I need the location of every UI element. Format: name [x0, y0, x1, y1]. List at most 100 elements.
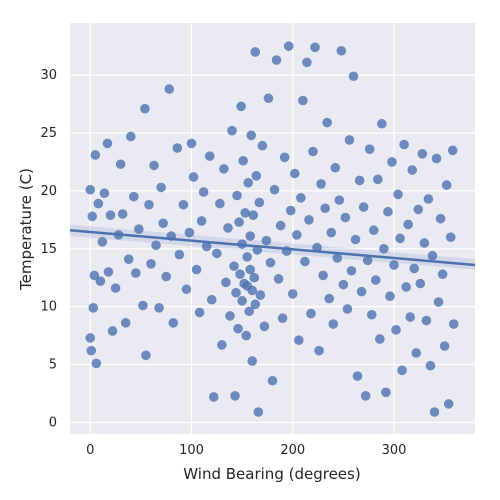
data-point [277, 313, 288, 324]
data-point [255, 290, 266, 300]
data-point [354, 175, 365, 186]
data-point [344, 135, 355, 145]
data-point [409, 263, 420, 274]
data-point [156, 182, 166, 193]
x-tick-label: 200 [280, 443, 305, 458]
data-point [115, 159, 126, 170]
x-tick-label: 100 [179, 443, 204, 458]
data-point [271, 55, 282, 65]
y-tick-label: 10 [40, 300, 57, 315]
data-point [368, 225, 379, 236]
data-point [247, 285, 258, 296]
data-point [90, 150, 101, 160]
data-point [439, 341, 450, 351]
data-point [269, 184, 280, 195]
data-point [332, 253, 343, 263]
data-point [245, 231, 256, 241]
axis-tick-labels: 0 100 200 300 0 5 10 15 20 25 30 [40, 68, 406, 458]
data-point [128, 191, 139, 202]
data-point [134, 224, 144, 234]
data-point [250, 299, 261, 310]
data-point [164, 84, 175, 94]
data-point [85, 333, 96, 343]
data-point [381, 387, 391, 398]
data-point [346, 265, 357, 276]
x-tick-label: 0 [86, 443, 94, 458]
data-point [240, 208, 250, 218]
data-point [401, 282, 411, 292]
data-point [229, 261, 239, 271]
data-point [223, 223, 233, 233]
data-point [99, 188, 110, 198]
data-point [184, 227, 195, 238]
data-point [154, 303, 164, 313]
data-point [230, 390, 240, 401]
data-point [415, 278, 426, 289]
data-point [322, 117, 332, 128]
data-point [236, 101, 246, 112]
data-point [350, 234, 361, 245]
data-point [308, 146, 318, 157]
data-point [161, 271, 171, 282]
data-point [405, 312, 416, 322]
data-point [85, 184, 96, 195]
data-point [196, 216, 207, 226]
data-point [393, 189, 403, 200]
x-tick-label: 300 [382, 443, 407, 458]
data-point [419, 238, 430, 248]
data-point [123, 254, 134, 264]
data-point [433, 297, 444, 307]
data-point [425, 360, 436, 371]
data-point [275, 220, 286, 231]
data-point [328, 319, 339, 329]
data-point [263, 93, 274, 104]
data-point [198, 187, 209, 197]
data-points [85, 41, 459, 417]
data-point [221, 277, 231, 288]
data-point [249, 272, 260, 283]
data-point [242, 252, 252, 262]
y-tick-label: 20 [40, 184, 57, 199]
data-point [387, 157, 397, 167]
data-point [144, 199, 154, 210]
data-point [172, 143, 183, 153]
data-point [448, 319, 459, 329]
data-point [237, 296, 247, 306]
data-point [225, 311, 235, 321]
plot-background [70, 23, 475, 434]
data-point [364, 144, 375, 154]
data-point [340, 212, 351, 223]
data-point [413, 204, 424, 215]
data-point [217, 340, 227, 350]
data-point [362, 255, 373, 266]
data-point [314, 345, 324, 356]
data-point [302, 57, 312, 68]
data-point [292, 230, 302, 240]
data-point [238, 155, 248, 166]
data-point [427, 250, 438, 261]
data-point [447, 145, 458, 156]
data-point [93, 198, 104, 209]
data-point [403, 219, 413, 230]
x-axis-label: Wind Bearing (degrees) [183, 465, 360, 483]
data-point [215, 198, 225, 209]
data-point [445, 232, 456, 242]
data-point [336, 45, 347, 56]
data-point [151, 240, 161, 251]
data-point [296, 193, 306, 203]
data-point [443, 399, 454, 409]
data-point [285, 205, 296, 216]
data-point [235, 269, 245, 280]
data-point [423, 194, 434, 204]
data-point [103, 267, 114, 277]
data-point [294, 335, 304, 346]
data-point [194, 307, 205, 318]
data-point [379, 243, 389, 254]
data-point [298, 95, 308, 106]
data-point [247, 356, 258, 366]
data-point [383, 206, 393, 217]
data-point [201, 241, 212, 252]
data-point [131, 268, 141, 278]
data-point [348, 71, 359, 82]
data-point [373, 174, 383, 185]
